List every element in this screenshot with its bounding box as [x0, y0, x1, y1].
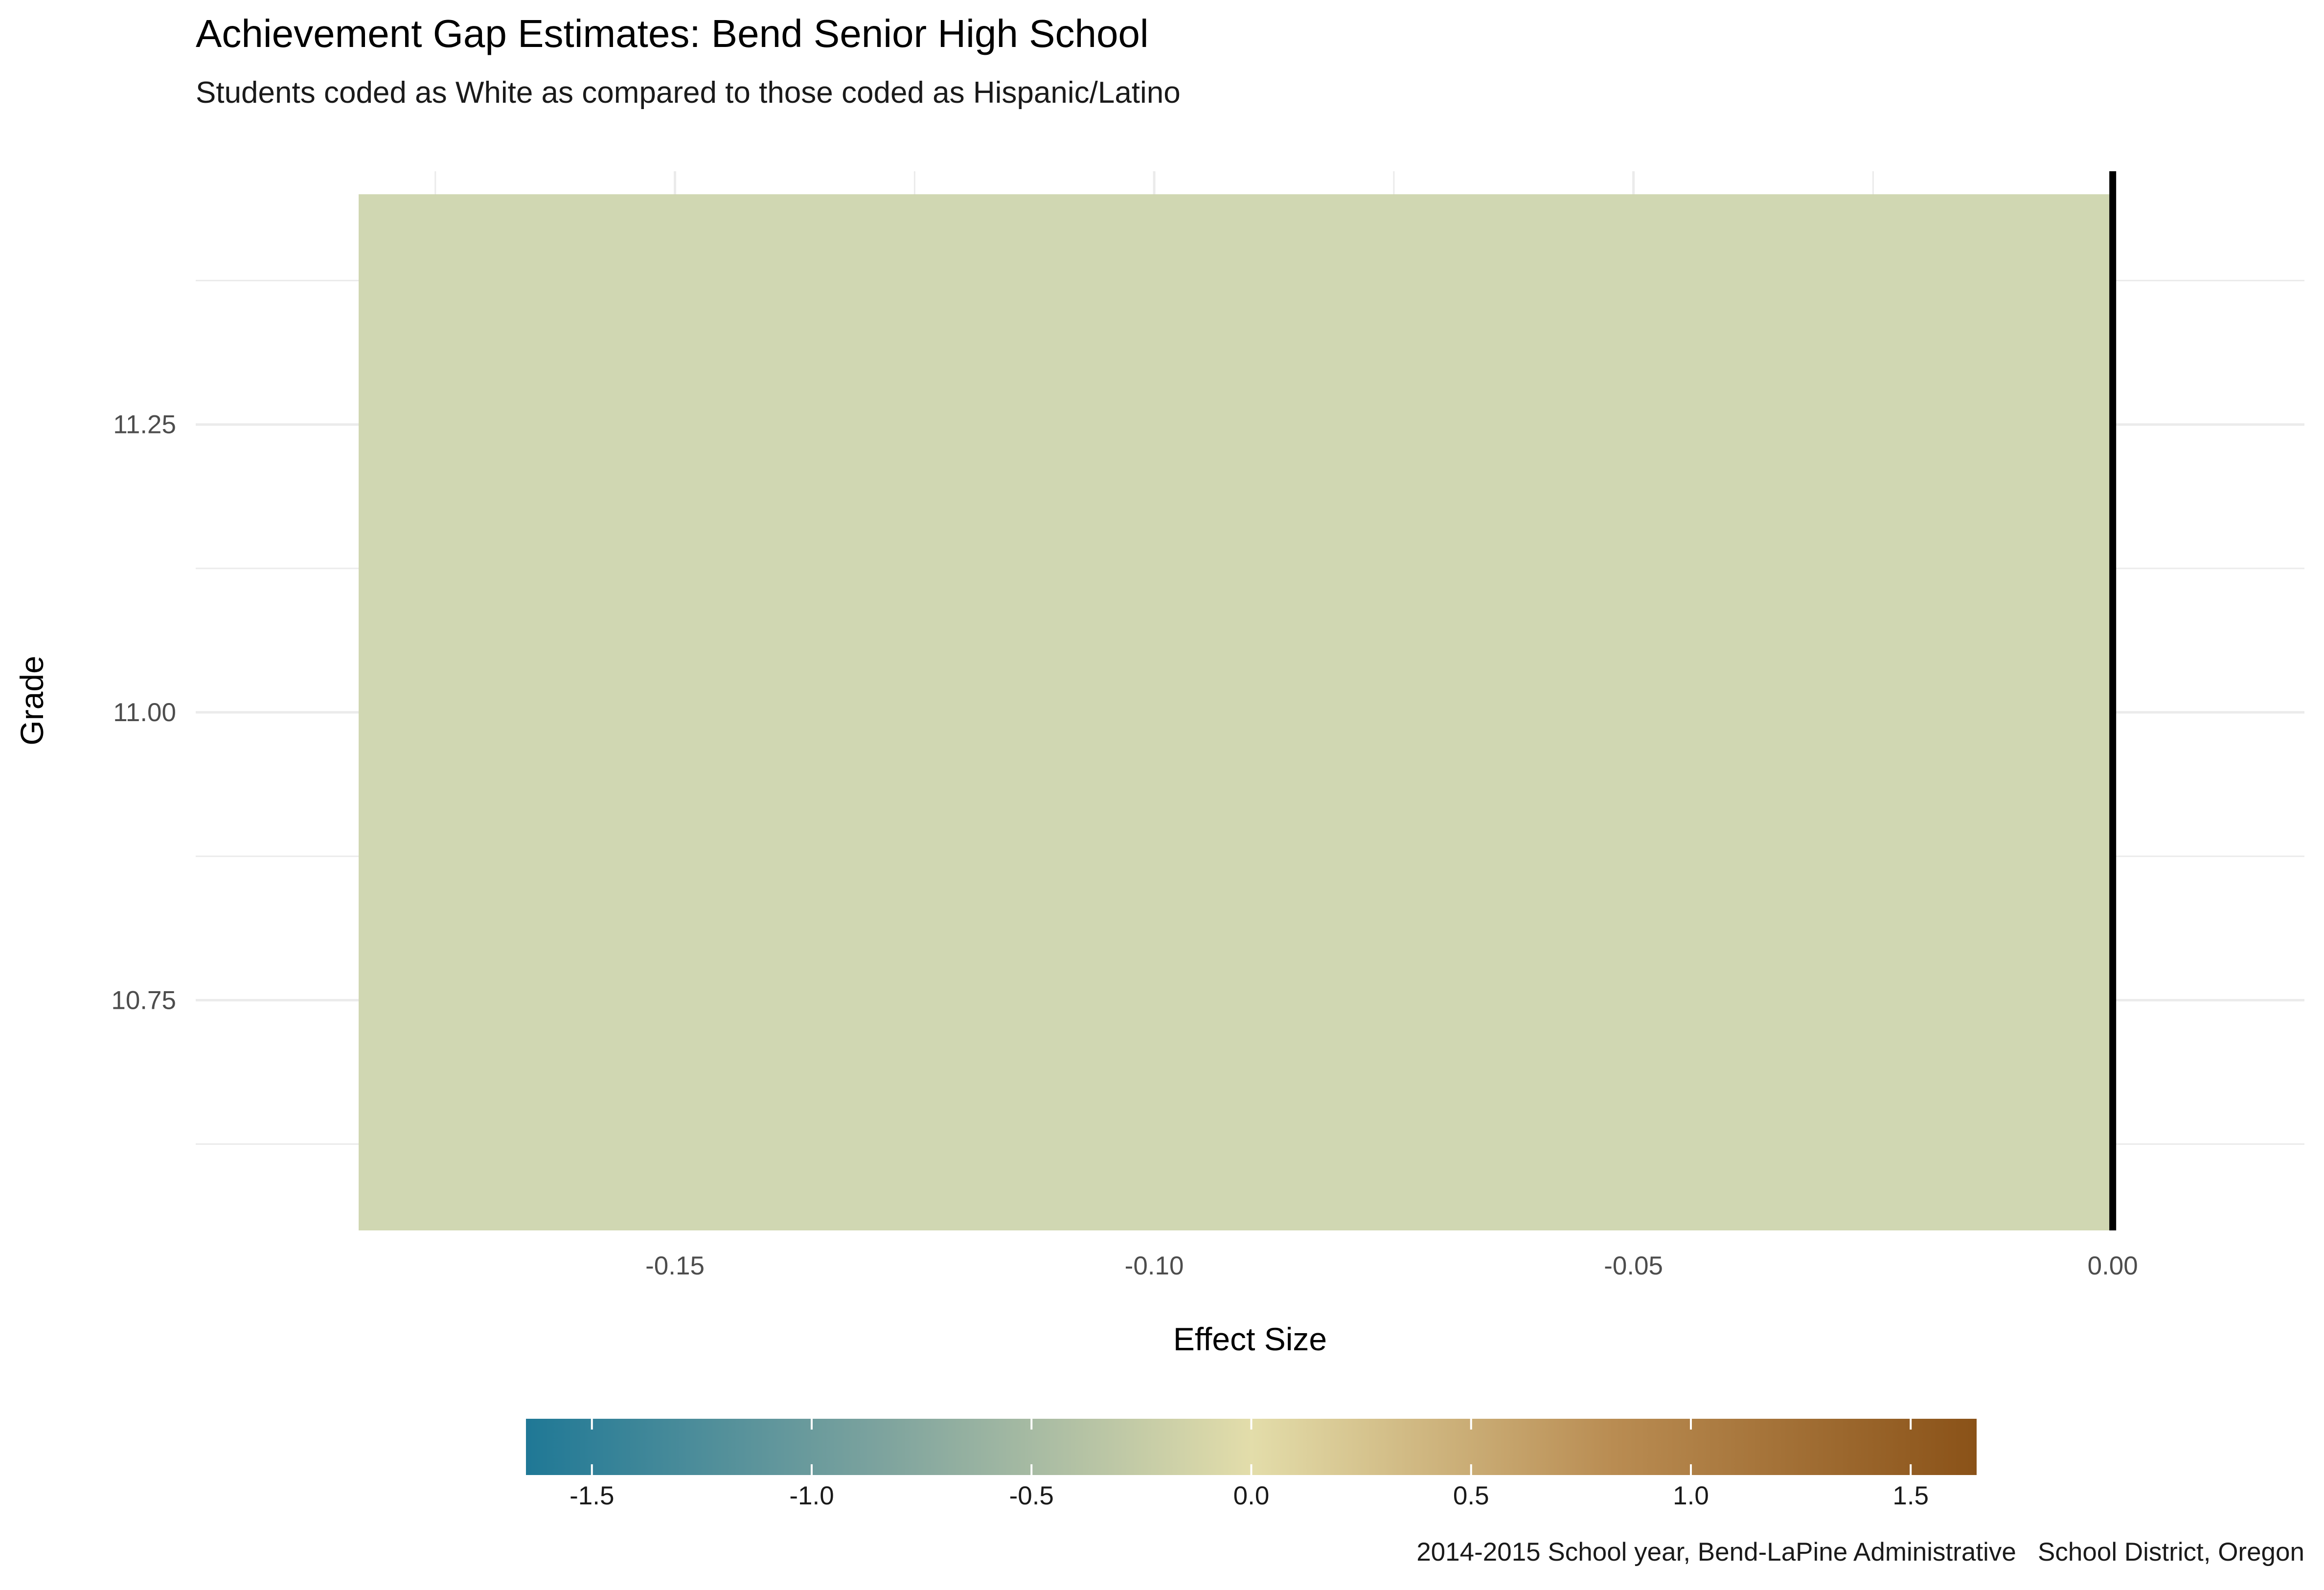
bars [359, 194, 2113, 1231]
caption: 2014-2015 School year, Bend-LaPine Admin… [1416, 1538, 2304, 1567]
y-axis-ticks: 10.75 11.00 11.25 [111, 410, 176, 1015]
colorbar-tick-label: 1.0 [1673, 1481, 1709, 1510]
x-axis-ticks: -0.15 -0.10 -0.05 0.00 [645, 1251, 2138, 1280]
chart-subtitle: Students coded as White as compared to t… [196, 76, 1181, 110]
y-tick-label: 11.00 [113, 698, 176, 727]
colorbar-tick-label: -1.0 [789, 1481, 834, 1510]
y-axis-title: Grade [14, 656, 50, 745]
colorbar-tick-label: -1.5 [570, 1481, 614, 1510]
x-tick-label: -0.05 [1604, 1251, 1663, 1280]
colorbar-tick-label: 0.5 [1453, 1481, 1489, 1510]
y-tick-label: 11.25 [113, 410, 176, 439]
x-axis-title: Effect Size [1173, 1321, 1327, 1357]
x-tick-label: -0.10 [1125, 1251, 1184, 1280]
colorbar-legend: -1.5 -1.0 -0.5 0.0 0.5 1.0 1.5 [526, 1419, 1977, 1510]
x-tick-label: -0.15 [645, 1251, 705, 1280]
bar-grade-11 [359, 194, 2113, 1231]
y-tick-label: 10.75 [111, 986, 176, 1015]
colorbar-tick-label: -0.5 [1009, 1481, 1054, 1510]
colorbar-tick-label: 1.5 [1892, 1481, 1929, 1510]
chart-title: Achievement Gap Estimates: Bend Senior H… [196, 12, 1149, 55]
x-tick-label: 0.00 [2088, 1251, 2138, 1280]
colorbar-tick-label: 0.0 [1233, 1481, 1270, 1510]
